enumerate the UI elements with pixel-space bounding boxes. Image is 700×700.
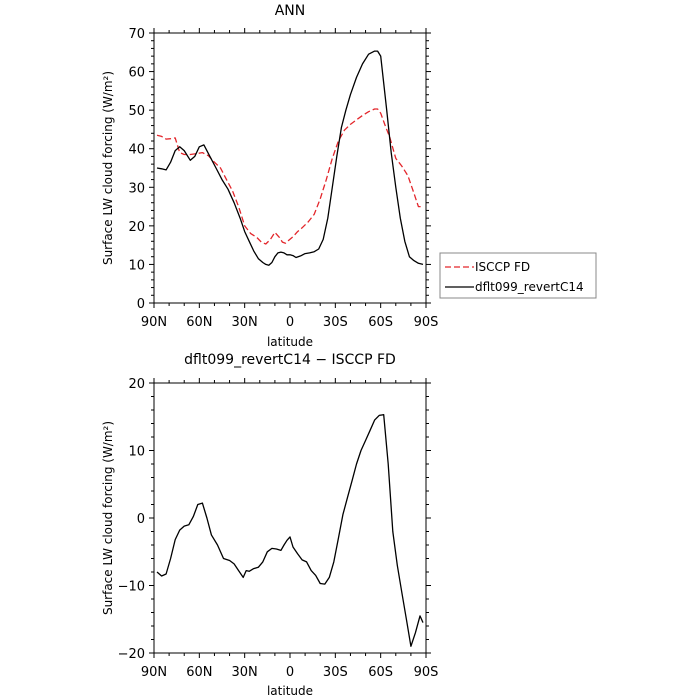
x-axis-label: latitude [267,684,313,698]
x-tick-label: 60N [186,315,212,330]
x-tick-label: 90N [141,315,167,330]
series-line-dflt099-revertc14 [156,50,424,266]
y-tick-label: 10 [128,258,145,273]
y-tick-label: −20 [118,647,145,662]
x-tick-label: 90S [414,665,439,680]
y-tick-label: 20 [128,220,145,235]
x-tick-label: 30N [232,665,258,680]
y-tick-label: 70 [128,27,145,42]
series-line-difference [156,414,424,647]
y-tick-label: 10 [128,445,145,460]
x-axis-label: latitude [267,335,313,349]
x-tick-label: 90N [141,665,167,680]
x-tick-label: 30S [323,315,348,330]
y-tick-label: 0 [137,512,145,527]
y-axis-label: Surface LW cloud forcing (W/m²) [101,421,115,615]
y-tick-label: 20 [128,377,145,392]
chart-title: dflt099_revertC14 − ISCCP FD [184,352,396,368]
legend-entry-label: ISCCP FD [475,260,530,274]
x-tick-label: 60S [368,665,393,680]
x-tick-label: 0 [286,665,294,680]
chart-legend: ISCCP FD dflt099_revertC14 [439,252,597,299]
y-axis-label: Surface LW cloud forcing (W/m²) [101,71,115,265]
y-tick-label: 0 [137,297,145,312]
y-tick-label: −10 [118,580,145,595]
x-tick-label: 0 [286,315,294,330]
y-tick-label: 60 [128,66,145,81]
x-tick-label: 30N [232,315,258,330]
x-tick-label: 60N [186,665,212,680]
x-tick-label: 90S [414,315,439,330]
legend-entry-label: dflt099_revertC14 [475,280,584,294]
legend-box [439,252,597,299]
y-tick-label: 50 [128,104,145,119]
x-tick-label: 30S [323,665,348,680]
top-chart-panel: ANN 90N 60N 30N 0 30S 60S 90S 0 10 20 30 40 50 60 70 lat… [101,3,597,349]
series-line-isccp-fd [156,108,423,245]
x-tick-label: 60S [368,315,393,330]
chart-title: ANN [275,3,306,19]
y-tick-label: 40 [128,143,145,158]
plot-frame [153,32,427,304]
y-tick-label: 30 [128,181,145,196]
plot-frame [153,382,427,654]
bottom-chart-panel: dflt099_revertC14 − ISCCP FD 90N 60N 30N 0 30… [101,352,438,698]
